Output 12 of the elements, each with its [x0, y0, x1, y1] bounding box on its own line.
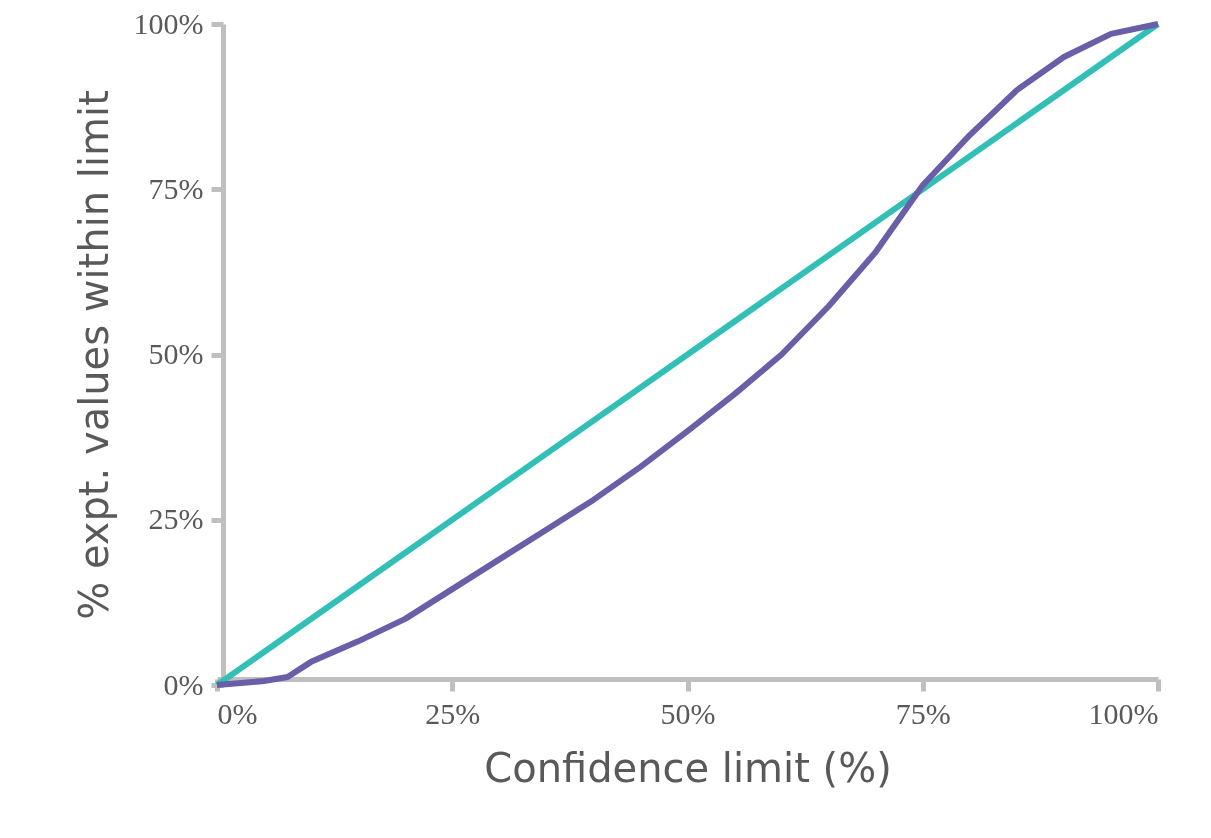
x-axis-title: Confidence limit (%)	[484, 744, 892, 791]
x-tick-label: 75%	[895, 696, 951, 730]
y-tick-label: 100%	[133, 6, 204, 40]
y-tick-label: 25%	[148, 502, 204, 536]
y-axis-title: % expt. values within limit	[70, 90, 117, 620]
y-tick-label: 75%	[148, 171, 204, 205]
x-tick-label: 0%	[217, 696, 258, 730]
x-tick-label: 100%	[1088, 696, 1159, 730]
x-tick-label: 25%	[425, 696, 481, 730]
y-tick-label: 0%	[163, 667, 204, 701]
y-tick-label: 50%	[148, 337, 204, 370]
x-tick-label: 50%	[660, 696, 716, 730]
